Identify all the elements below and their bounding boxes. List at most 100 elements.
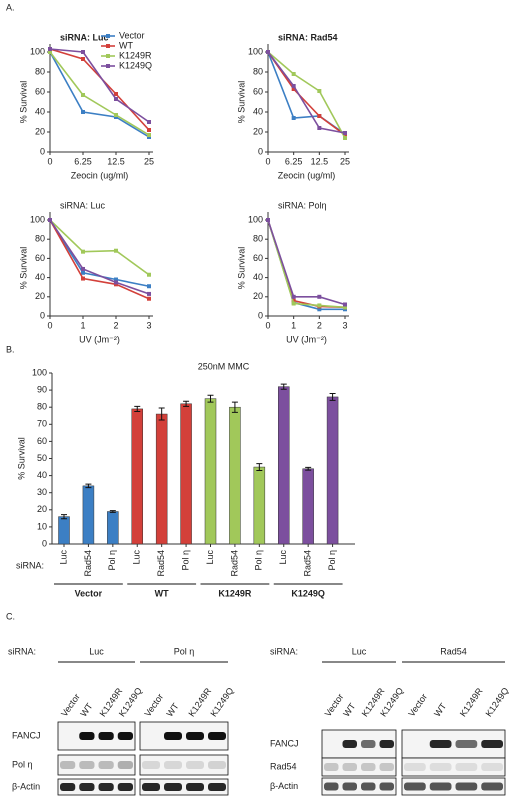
y-tick-label: 80: [253, 66, 263, 76]
blot-band: [324, 763, 339, 771]
blot-band: [361, 763, 376, 771]
blot-box: [321, 757, 397, 777]
y-tick-label: 60: [253, 253, 263, 263]
lane-label: K1249Q: [208, 686, 235, 719]
blot-band: [208, 732, 226, 740]
blot-band: [404, 782, 426, 791]
error-bar: [231, 401, 238, 413]
chart-title: siRNA: Polη: [278, 200, 327, 210]
series-line: [267, 51, 346, 136]
blot-band: [98, 732, 114, 740]
y-tick-label: 0: [258, 146, 263, 156]
blot-band: [429, 740, 452, 748]
blot-band: [361, 740, 376, 748]
y-tick-label: 50: [37, 453, 47, 463]
bar: [229, 406, 241, 545]
blot-box: [321, 729, 397, 759]
blot-band: [186, 732, 204, 740]
data-point: [114, 248, 118, 253]
row-label: Rad54: [270, 761, 297, 771]
x-tick-label: 12.5: [311, 156, 329, 166]
x-tick-label: 2: [317, 320, 322, 330]
data-point: [266, 50, 270, 54]
data-point: [343, 131, 347, 135]
data-point: [291, 301, 296, 306]
data-point: [114, 277, 118, 282]
row-label: β-Actin: [12, 781, 40, 791]
data-point: [48, 47, 52, 51]
data-point: [291, 294, 296, 299]
bar: [278, 386, 290, 545]
series-line: [49, 219, 150, 300]
x-tick-label: 0: [47, 320, 52, 330]
data-point: [317, 126, 322, 130]
legend-label: K1249Q: [119, 60, 152, 70]
error-bar: [158, 407, 165, 421]
y-tick-label: 60: [35, 86, 45, 96]
error-bar: [85, 483, 92, 489]
blot-band: [361, 782, 376, 791]
data-point: [317, 303, 322, 308]
data-point: [48, 50, 52, 54]
y-axis-label: % Survival: [18, 81, 28, 124]
bar: [82, 485, 95, 545]
bar: [180, 403, 192, 545]
data-point: [291, 87, 296, 91]
data-point: [114, 113, 118, 117]
sirna-label: siRNA:: [8, 646, 36, 656]
x-tick-label: Pol η: [180, 550, 190, 571]
blot-band: [117, 761, 133, 769]
y-tick-label: 20: [35, 291, 45, 301]
x-tick-label: Luc: [58, 550, 68, 565]
series-line: [267, 51, 346, 139]
x-tick-label: Rad54: [229, 550, 239, 577]
lane-label: K1249Q: [484, 686, 509, 719]
group-label: Rad54: [440, 646, 467, 656]
blot-band: [379, 763, 394, 771]
x-tick-label: 3: [342, 320, 347, 330]
y-axis-label: % Survival: [236, 81, 246, 124]
blot-band: [79, 783, 95, 791]
group-label: Luc: [352, 646, 367, 656]
blot-band: [60, 783, 76, 791]
x-tick-label: 25: [144, 156, 154, 166]
y-tick-label: 70: [37, 419, 47, 429]
y-tick-label: 0: [42, 538, 47, 548]
blot-box: [139, 778, 229, 796]
blot-box: [57, 754, 136, 776]
blot-band: [164, 783, 182, 791]
x-tick-label: 12.5: [107, 156, 125, 166]
error-bar: [280, 383, 287, 390]
legend-label: Vector: [119, 30, 145, 40]
x-axis-label: Zeocin (ug/ml): [71, 170, 129, 180]
legend-marker: [106, 64, 110, 68]
series-line: [49, 51, 150, 138]
data-point: [147, 133, 151, 137]
x-tick-label: 6.25: [74, 156, 92, 166]
x-tick-label: Rad54: [156, 550, 166, 577]
blot-band: [164, 732, 182, 740]
category-axis-label: siRNA:: [16, 560, 44, 570]
y-tick-label: 100: [248, 46, 263, 56]
data-point: [147, 128, 151, 132]
bar: [131, 408, 143, 545]
data-point: [317, 294, 322, 299]
y-tick-label: 0: [258, 310, 263, 320]
blot-band: [60, 761, 76, 769]
data-point: [81, 57, 85, 61]
y-tick-label: 10: [37, 521, 47, 531]
blot-band: [342, 782, 357, 791]
series-line: [49, 51, 150, 136]
row-label: Pol η: [12, 759, 33, 769]
bar: [107, 511, 119, 545]
legend-label: K1249R: [119, 50, 152, 60]
data-point: [81, 270, 85, 275]
blot-band: [342, 763, 357, 771]
y-tick-label: 100: [32, 367, 47, 377]
row-label: FANCJ: [12, 730, 41, 740]
series-line: [49, 219, 150, 276]
blot-box: [57, 778, 136, 796]
y-axis-label: % Survival: [16, 437, 26, 480]
x-tick-label: 6.25: [285, 156, 303, 166]
y-tick-label: 0: [40, 146, 45, 156]
